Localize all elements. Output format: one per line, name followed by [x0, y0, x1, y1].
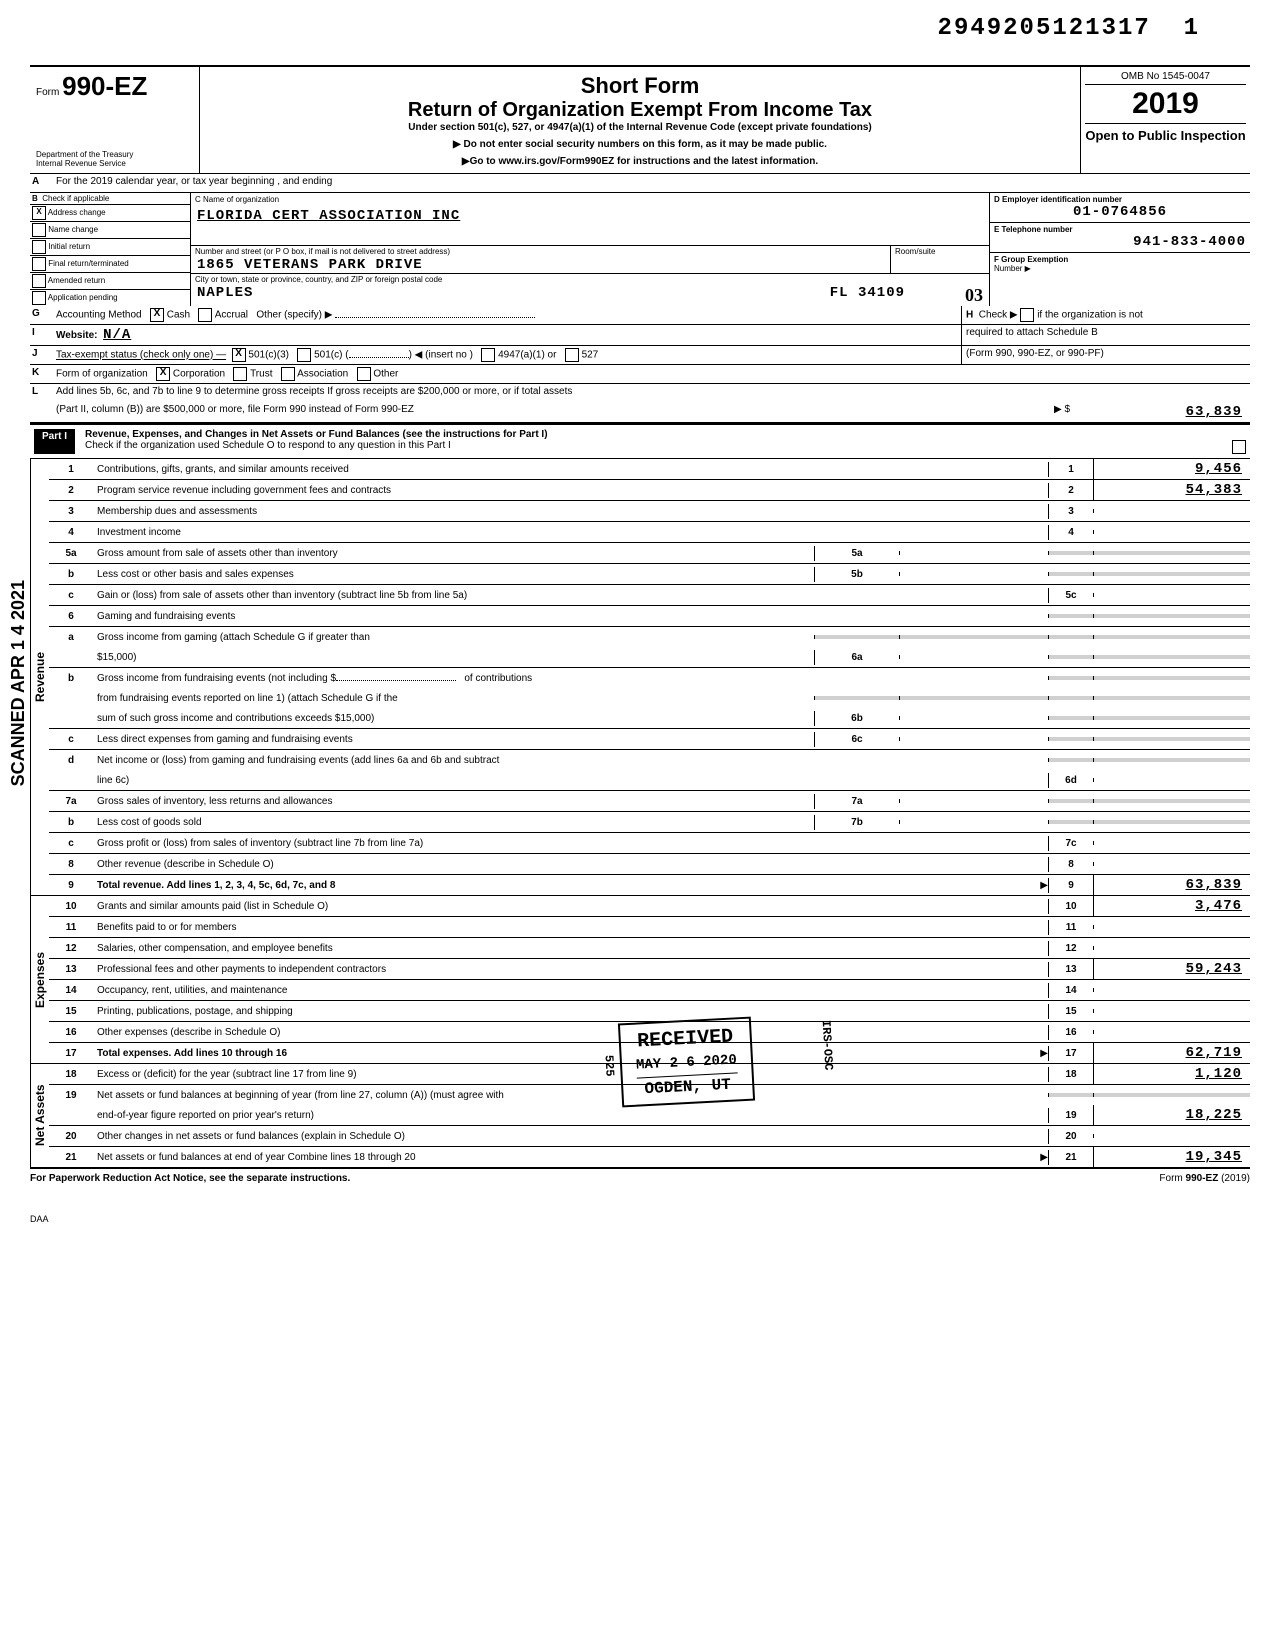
entity-block: B Check if applicable X Address change N… — [30, 193, 1250, 306]
check-4947[interactable] — [481, 348, 495, 362]
line-17-val: 62,719 — [1093, 1043, 1250, 1063]
org-state-zip: FL 34109 — [830, 285, 905, 306]
org-address: 1865 VETERANS PARK DRIVE — [191, 257, 890, 273]
line-10-val: 3,476 — [1093, 896, 1250, 916]
line-2-val: 54,383 — [1093, 480, 1250, 500]
line-6d-val — [1093, 778, 1250, 782]
daa-mark: DAA — [30, 1214, 1250, 1224]
check-trust[interactable] — [233, 367, 247, 381]
line-14-val — [1093, 988, 1250, 992]
check-pending[interactable] — [32, 291, 46, 305]
check-sched-o-part1[interactable] — [1232, 440, 1246, 454]
row-a: A For the 2019 calendar year, or tax yea… — [30, 174, 1250, 193]
check-amended[interactable] — [32, 274, 46, 288]
form-title-box: Short Form Return of Organization Exempt… — [200, 67, 1080, 173]
line-11-val — [1093, 925, 1250, 929]
check-assoc[interactable] — [281, 367, 295, 381]
org-city: NAPLES — [197, 285, 253, 306]
line-7c-val — [1093, 841, 1250, 845]
check-final-return[interactable] — [32, 257, 46, 271]
form-header: Form 990-EZ Department of the Treasury I… — [30, 65, 1250, 174]
check-name-change[interactable] — [32, 223, 46, 237]
line-21-val: 19,345 — [1093, 1147, 1250, 1167]
footer: For Paperwork Reduction Act Notice, see … — [30, 1169, 1250, 1184]
net-assets-label: Net Assets — [30, 1064, 49, 1167]
row-j: J Tax-exempt status (check only one) — X… — [30, 346, 1250, 365]
line-1-val: 9,456 — [1093, 459, 1250, 479]
part-1-header: Part I Revenue, Expenses, and Changes in… — [30, 423, 1250, 459]
expenses-label: Expenses — [30, 896, 49, 1063]
row-g-h: G Accounting Method X Cash Accrual Other… — [30, 306, 1250, 325]
check-address-change[interactable]: X — [32, 206, 46, 220]
row-i: I Website: N/A required to attach Schedu… — [30, 325, 1250, 346]
line-13-val: 59,243 — [1093, 959, 1250, 979]
revenue-section: Revenue 1Contributions, gifts, grants, a… — [30, 459, 1250, 896]
row-l-2: (Part II, column (B)) are $500,000 or mo… — [30, 402, 1250, 423]
check-501c[interactable] — [297, 348, 311, 362]
check-501c3[interactable]: X — [232, 348, 246, 362]
line-16-val — [1093, 1030, 1250, 1034]
net-assets-section: Net Assets 18Excess or (deficit) for the… — [30, 1064, 1250, 1169]
check-527[interactable] — [565, 348, 579, 362]
dln-stamp: 2949205121317 1 — [938, 15, 1200, 42]
scanned-stamp: SCANNED APR 1 4 2021 — [8, 580, 29, 786]
ein: 01-0764856 — [994, 204, 1246, 220]
line-5c-val — [1093, 593, 1250, 597]
website: N/A — [103, 327, 131, 343]
line-15-val — [1093, 1009, 1250, 1013]
row-l: L Add lines 5b, 6c, and 7b to line 9 to … — [30, 384, 1250, 402]
org-name: FLORIDA CERT ASSOCIATION INC — [191, 206, 989, 246]
check-corp[interactable]: X — [156, 367, 170, 381]
line-19-val: 18,225 — [1093, 1105, 1250, 1125]
line-9-val: 63,839 — [1093, 875, 1250, 895]
expenses-section: Expenses 10Grants and similar amounts pa… — [30, 896, 1250, 1064]
handwritten-note: 03 — [965, 285, 983, 306]
gross-receipts: 63,839 — [1074, 402, 1250, 422]
line-8-val — [1093, 862, 1250, 866]
check-initial-return[interactable] — [32, 240, 46, 254]
row-h: H Check ▶ if the organization is not — [961, 306, 1250, 324]
line-20-val — [1093, 1134, 1250, 1138]
check-sched-b[interactable] — [1020, 308, 1034, 322]
row-k: K Form of organization X Corporation Tru… — [30, 365, 1250, 384]
check-other-org[interactable] — [357, 367, 371, 381]
revenue-label: Revenue — [30, 459, 49, 895]
form-number-box: Form 990-EZ Department of the Treasury I… — [30, 67, 200, 173]
line-3-val — [1093, 509, 1250, 513]
line-12-val — [1093, 946, 1250, 950]
check-accrual[interactable] — [198, 308, 212, 322]
check-cash[interactable]: X — [150, 308, 164, 322]
line-4-val — [1093, 530, 1250, 534]
phone: 941-833-4000 — [994, 234, 1246, 250]
year-box: OMB No 1545-0047 2019 Open to Public Ins… — [1080, 67, 1250, 173]
line-18-val: 1,120 — [1093, 1064, 1250, 1084]
